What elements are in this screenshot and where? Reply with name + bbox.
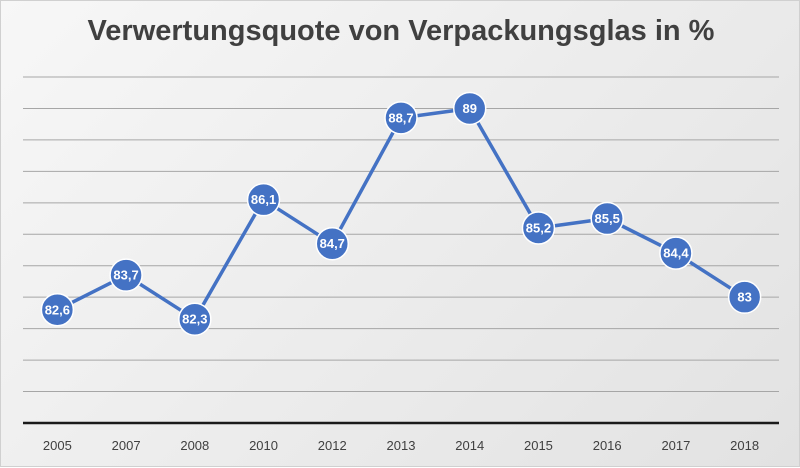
data-point: 84,4 xyxy=(659,236,693,270)
data-label: 83,7 xyxy=(113,268,138,283)
data-label: 82,3 xyxy=(182,312,207,327)
x-tick-label: 2015 xyxy=(524,438,553,453)
point-marker xyxy=(40,293,75,327)
x-tick-label: 2007 xyxy=(112,438,141,453)
point-marker xyxy=(659,236,693,270)
data-point: 89 xyxy=(452,91,487,126)
chart-title: Verwertungsquote von Verpackungsglas in … xyxy=(87,15,715,47)
data-point: 88,7 xyxy=(384,101,418,135)
point-marker xyxy=(178,302,212,336)
point-marker xyxy=(109,258,143,292)
data-label: 89 xyxy=(462,101,476,116)
data-points: 82,6 83,7 82,3 86,1 84,7 88,7 89 85,2 85,5 84,4 83 xyxy=(40,91,762,336)
x-tick-label: 2010 xyxy=(249,438,278,453)
data-label: 86,1 xyxy=(251,192,276,207)
x-axis-ticks: 2005 2007 2008 2010 2012 2013 2014 2015 2016 2017… xyxy=(43,438,759,453)
x-tick-label: 2018 xyxy=(730,438,759,453)
data-point: 83,7 xyxy=(109,258,143,292)
data-label: 84,4 xyxy=(663,246,689,261)
point-marker xyxy=(452,91,487,126)
point-marker xyxy=(521,211,556,245)
data-label: 83 xyxy=(737,290,751,305)
point-marker xyxy=(315,226,350,261)
data-point: 82,3 xyxy=(178,302,212,336)
x-tick-label: 2014 xyxy=(455,438,484,453)
x-tick-label: 2013 xyxy=(387,438,416,453)
data-label: 82,6 xyxy=(45,302,70,317)
data-point: 84,7 xyxy=(315,226,350,261)
point-marker xyxy=(384,101,418,135)
data-label: 85,5 xyxy=(595,211,620,226)
data-point: 85,5 xyxy=(590,201,624,236)
point-marker xyxy=(727,280,762,314)
x-tick-label: 2008 xyxy=(180,438,209,453)
data-point: 83 xyxy=(727,280,762,314)
data-label: 85,2 xyxy=(526,220,551,235)
data-point: 82,6 xyxy=(40,293,75,327)
data-point: 86,1 xyxy=(246,182,281,217)
point-marker xyxy=(590,201,624,236)
x-tick-label: 2017 xyxy=(661,438,690,453)
x-tick-label: 2012 xyxy=(318,438,347,453)
data-label: 88,7 xyxy=(388,110,413,125)
x-tick-label: 2016 xyxy=(593,438,622,453)
data-point: 85,2 xyxy=(521,211,556,245)
data-label: 84,7 xyxy=(320,236,345,251)
x-tick-label: 2005 xyxy=(43,438,72,453)
point-marker xyxy=(246,182,281,217)
